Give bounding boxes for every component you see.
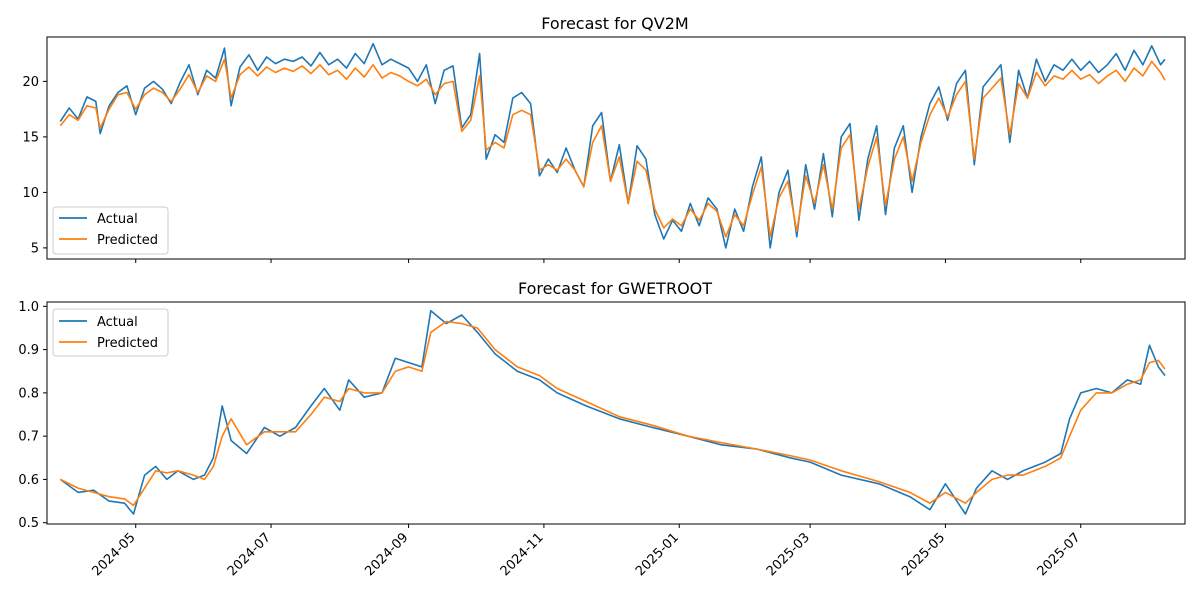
legend-gwetroot: Actual Predicted [52, 308, 169, 357]
plot-area-qv2m [59, 42, 1166, 249]
legend-label-predicted: Predicted [97, 233, 158, 248]
y-tick-label: 15 [22, 130, 39, 145]
chart-title-gwetroot: Forecast for GWETROOT [518, 279, 712, 298]
y-tick-label: 0.8 [18, 386, 39, 401]
legend-label-actual: Actual [97, 315, 138, 330]
y-axis-gwetroot: 0.5 0.6 0.7 0.8 0.9 1.0 [18, 300, 47, 531]
chart-title-qv2m: Forecast for QV2M [541, 14, 688, 33]
y-tick-label: 0.7 [18, 430, 39, 445]
axes-frame-qv2m [46, 36, 1186, 260]
legend-label-predicted: Predicted [97, 336, 158, 351]
y-tick-label: 10 [22, 186, 39, 201]
y-tick-label: 0.9 [18, 343, 39, 358]
y-axis-qv2m: 5 10 15 20 [22, 75, 47, 256]
y-tick-label: 0.5 [18, 516, 39, 531]
y-tick-label: 1.0 [18, 300, 39, 315]
series-line-actual [59, 309, 1166, 515]
y-tick-label: 5 [31, 241, 39, 256]
x-axis-qv2m [135, 259, 1082, 263]
y-tick-label: 20 [22, 75, 39, 90]
y-tick-label: 0.6 [18, 473, 39, 488]
series-line-predicted [59, 58, 1166, 238]
series-line-predicted [59, 320, 1166, 507]
panel-qv2m: Forecast for QV2M 5 10 15 20 Actual Predict… [22, 14, 1186, 263]
plot-area-gwetroot [59, 309, 1166, 515]
legend-label-actual: Actual [97, 212, 138, 227]
legend-qv2m: Actual Predicted [52, 206, 169, 255]
axes-frame-gwetroot [46, 301, 1186, 525]
